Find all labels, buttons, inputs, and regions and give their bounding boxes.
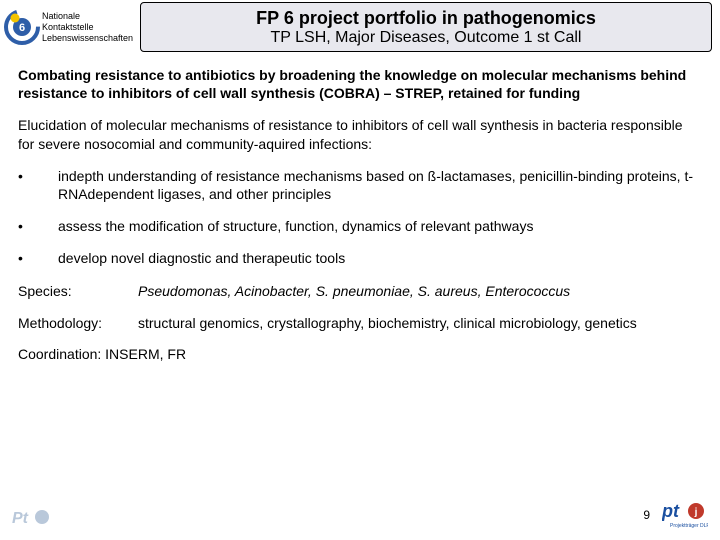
intro-paragraph: Elucidation of molecular mechanisms of r… xyxy=(18,116,702,152)
org-line3: Lebenswissenschaften xyxy=(42,33,133,44)
svg-text:j: j xyxy=(694,507,698,518)
bullet-list: • indepth understanding of resistance me… xyxy=(18,167,702,268)
bullet-text: indepth understanding of resistance mech… xyxy=(58,167,702,203)
slide-header: 6 Nationale Kontaktstelle Lebenswissensc… xyxy=(0,0,720,54)
bullet-marker: • xyxy=(18,217,58,235)
bullet-text: develop novel diagnostic and therapeutic… xyxy=(58,249,702,267)
page-number: 9 xyxy=(643,508,650,522)
methodology-label: Methodology: xyxy=(18,314,138,332)
species-row: Species: Pseudomonas, Acinobacter, S. pn… xyxy=(18,282,702,300)
ptj-logo-icon: Pt xyxy=(12,507,52,529)
slide-body: Combating resistance to antibiotics by b… xyxy=(0,54,720,362)
lead-paragraph: Combating resistance to antibiotics by b… xyxy=(18,66,702,102)
footer-left-logo: Pt xyxy=(12,507,52,534)
bullet-text: assess the modification of structure, fu… xyxy=(58,217,702,235)
species-label: Species: xyxy=(18,282,138,300)
org-name: Nationale Kontaktstelle Lebenswissenscha… xyxy=(42,11,133,44)
methodology-row: Methodology: structural genomics, crysta… xyxy=(18,314,702,332)
slide-subtitle: TP LSH, Major Diseases, Outcome 1 st Cal… xyxy=(271,29,582,47)
svg-text:pt: pt xyxy=(662,501,680,521)
species-value: Pseudomonas, Acinobacter, S. pneumoniae,… xyxy=(138,282,702,300)
list-item: • assess the modification of structure, … xyxy=(18,217,702,235)
fp6-swirl-icon: 6 xyxy=(4,9,40,45)
svg-text:Projektträger DLR: Projektträger DLR xyxy=(670,523,708,529)
list-item: • develop novel diagnostic and therapeut… xyxy=(18,249,702,267)
svg-text:6: 6 xyxy=(19,22,25,34)
bullet-marker: • xyxy=(18,249,58,267)
org-logo-block: 6 Nationale Kontaktstelle Lebenswissensc… xyxy=(0,0,140,54)
slide-title: FP 6 project portfolio in pathogenomics xyxy=(256,8,596,29)
bullet-marker: • xyxy=(18,167,58,203)
ptj-logo-icon: pt j Projektträger DLR xyxy=(662,499,708,529)
title-box: FP 6 project portfolio in pathogenomics … xyxy=(140,2,712,52)
org-line2: Kontaktstelle xyxy=(42,22,133,33)
svg-text:Pt: Pt xyxy=(12,510,29,527)
footer-right-logo: pt j Projektträger DLR xyxy=(662,499,708,534)
coordination-line: Coordination: INSERM, FR xyxy=(18,346,702,362)
list-item: • indepth understanding of resistance me… xyxy=(18,167,702,203)
org-line1: Nationale xyxy=(42,11,133,22)
methodology-value: structural genomics, crystallography, bi… xyxy=(138,314,702,332)
